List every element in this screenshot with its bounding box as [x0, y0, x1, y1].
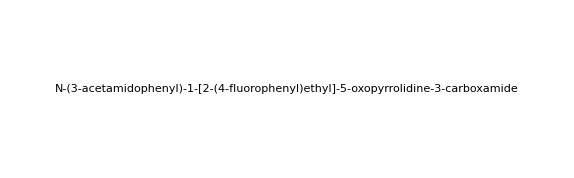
Text: N-(3-acetamidophenyl)-1-[2-(4-fluorophenyl)ethyl]-5-oxopyrrolidine-3-carboxamide: N-(3-acetamidophenyl)-1-[2-(4-fluorophen… [55, 84, 519, 94]
